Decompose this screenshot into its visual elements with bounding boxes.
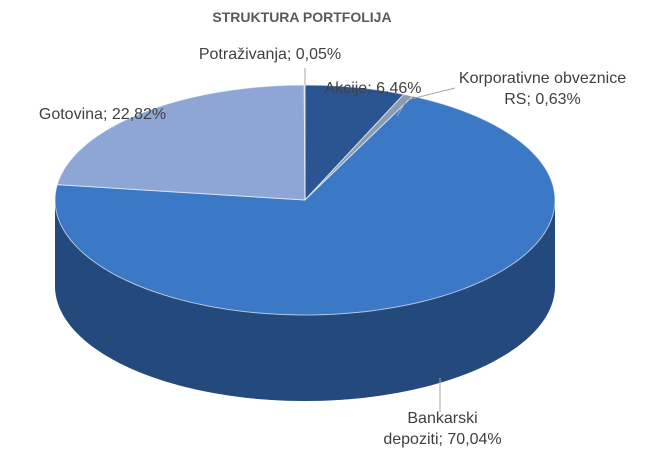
leader-line <box>396 87 456 117</box>
label-separator: ; <box>286 46 296 63</box>
pie-side-shade <box>55 200 555 401</box>
label-value: 6,46% <box>376 80 422 97</box>
label-category: Bankarski depoziti <box>383 410 478 448</box>
pie-slice <box>56 84 306 201</box>
label-category: Gotovina <box>38 106 103 123</box>
label-separator: ; <box>438 431 448 448</box>
label-category: Akcije <box>324 80 368 97</box>
label-separator: ; <box>526 91 536 108</box>
label-category: Potraživanja <box>198 46 287 63</box>
label-separator: ; <box>367 80 377 97</box>
data-label: Gotovina; 22,82% <box>5 104 200 125</box>
data-label: Bankarski depoziti; 70,04% <box>365 408 520 450</box>
pie-slice <box>304 84 405 202</box>
label-value: 0,05% <box>295 46 342 63</box>
label-value: 0,63% <box>535 91 581 108</box>
data-label: Akcije; 6,46% <box>308 78 438 99</box>
data-label: Korporativne obveznice RS; 0,63% <box>450 68 635 110</box>
label-value: 70,04% <box>447 431 502 448</box>
pie-slice <box>54 95 556 316</box>
label-category: Korporativne obveznice RS <box>458 70 627 108</box>
label-value: 22,82% <box>111 106 167 123</box>
label-separator: ; <box>102 106 112 123</box>
chart-title: STRUKTURA PORTFOLIJA <box>212 9 392 25</box>
data-label: Potraživanja; 0,05% <box>170 44 370 65</box>
